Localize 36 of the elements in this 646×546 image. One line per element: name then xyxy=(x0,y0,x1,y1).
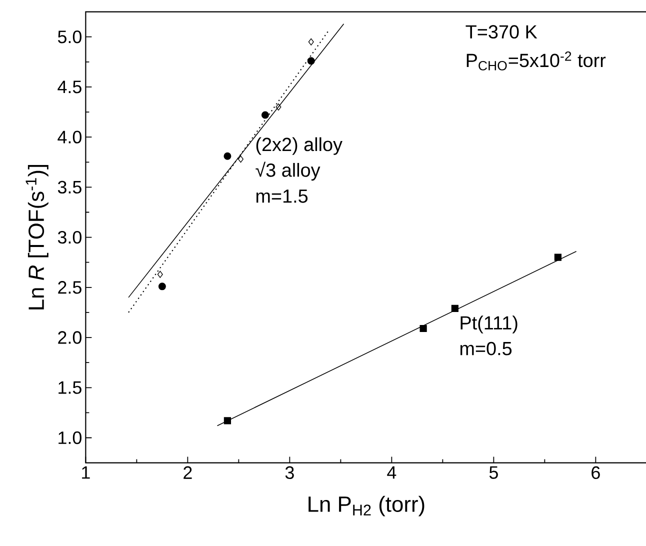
point xyxy=(451,304,458,312)
x-tick-label: 3 xyxy=(285,466,294,480)
y-tick-label: 1.0 xyxy=(58,431,82,444)
y-axis-title: Ln R [TOF(s$^{-1}$)] xyxy=(26,165,48,310)
x-tick-label: 1 xyxy=(82,466,90,479)
annotation: Pt(111) xyxy=(460,316,518,334)
y-tick-label: 3.5 xyxy=(58,180,82,194)
y-tick-label: 3.0 xyxy=(58,230,82,244)
y-tick-label: 4.0 xyxy=(58,130,82,144)
point xyxy=(554,254,562,261)
point xyxy=(224,417,232,424)
point xyxy=(158,282,166,290)
x-axis-title: Ln P$_{H2}$ (torr) xyxy=(308,496,424,516)
point xyxy=(307,57,315,65)
x-tick-label: 4 xyxy=(387,466,396,479)
y-tick-label: 2.0 xyxy=(58,331,82,344)
annotation: P$_{CHO}$=5x10$^{-2}$ torr xyxy=(466,51,606,70)
y-tick-label: 1.5 xyxy=(58,381,82,394)
annotation: T=370 K xyxy=(466,25,538,39)
annotation: √3 alloy xyxy=(256,162,320,181)
point xyxy=(238,156,244,163)
x-tick-label: 2 xyxy=(184,466,192,479)
point xyxy=(224,152,232,160)
point xyxy=(276,103,282,111)
y-tick-label: 5.0 xyxy=(58,30,82,44)
annotation: (2x2) alloy xyxy=(256,137,342,155)
annotation: m=0.5 xyxy=(460,342,512,356)
point xyxy=(308,38,314,46)
annotation: m=1.5 xyxy=(256,190,308,203)
x-tick-label: 5 xyxy=(489,466,498,479)
point xyxy=(420,324,427,332)
y-tick-label: 2.5 xyxy=(58,281,82,294)
point xyxy=(261,111,269,119)
point xyxy=(157,270,163,278)
y-tick-label: 4.5 xyxy=(58,80,82,94)
x-tick-label: 6 xyxy=(592,466,600,480)
